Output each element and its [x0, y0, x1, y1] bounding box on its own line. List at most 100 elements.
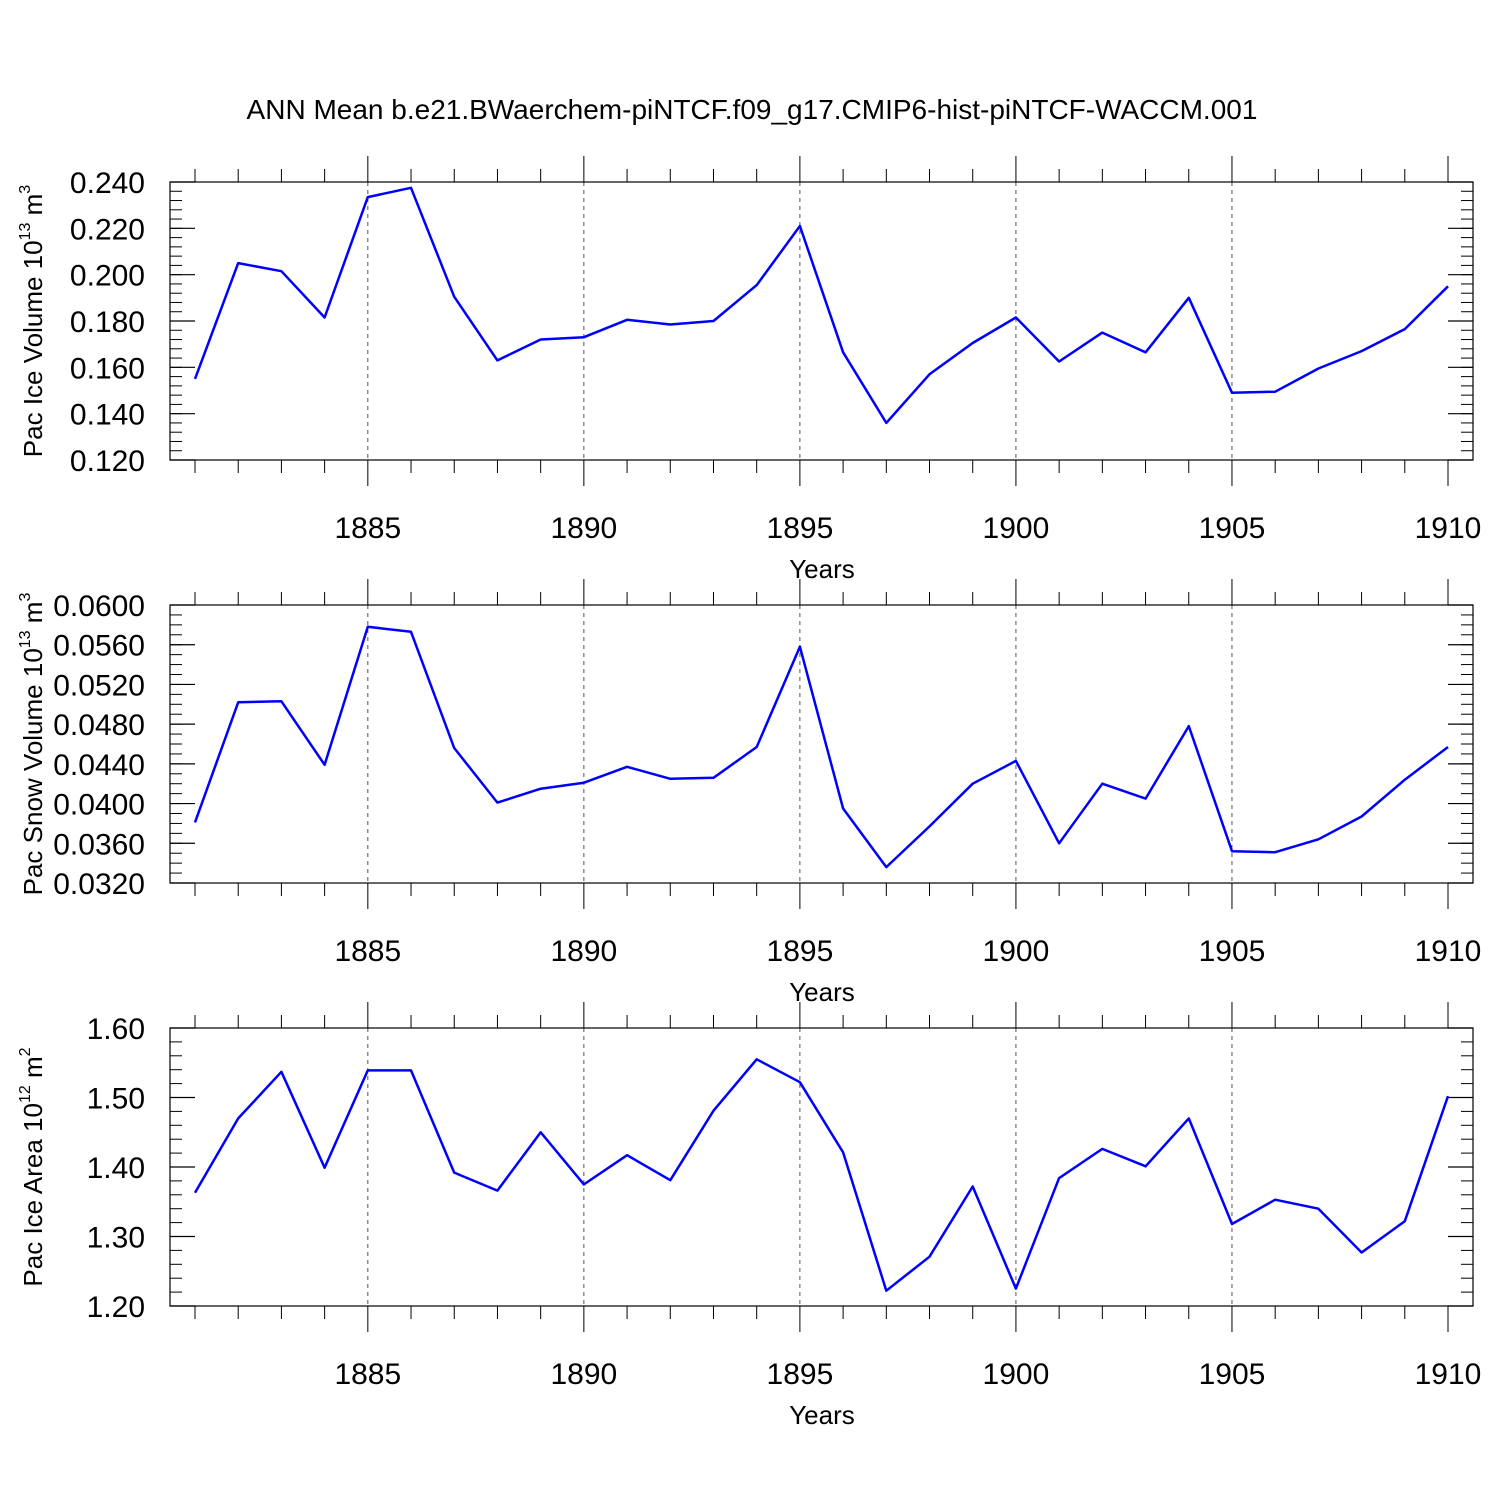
data-point — [1058, 1177, 1061, 1180]
data-point — [1447, 1095, 1450, 1098]
axes-frame — [169, 604, 1474, 884]
data-point — [669, 323, 672, 326]
panel-3: 1885 1890 1895 1900 1905 1910 1.20 1.30 1.40 1.50… — [17, 1002, 1481, 1430]
data-point — [626, 318, 629, 321]
y-tick-label: 0.0600 — [53, 590, 145, 623]
x-tick-label: 1885 — [334, 935, 401, 968]
y-tick-label: 1.20 — [87, 1291, 145, 1324]
y-tick-label: 1.30 — [87, 1222, 145, 1255]
data-point — [582, 336, 585, 339]
x-tick-label: 1900 — [983, 512, 1050, 545]
y-axis-label: Pac Ice Area 1012 m2 — [17, 1047, 48, 1286]
data-point — [885, 421, 888, 424]
data-point — [1317, 1207, 1320, 1210]
y-tick-label: 0.160 — [70, 352, 145, 385]
data-point — [1187, 725, 1190, 728]
x-axis-label: Years — [789, 977, 855, 1007]
data-point — [1101, 1147, 1104, 1150]
data-point — [669, 777, 672, 780]
y-tick-label: 0.140 — [70, 399, 145, 432]
panel-2: 1885 1890 1895 1900 1905 1910 0.0320 0.0360 0.04… — [17, 579, 1481, 1007]
data-point — [280, 1070, 283, 1073]
data-point — [1274, 1198, 1277, 1201]
x-tick-label: 1885 — [334, 512, 401, 545]
data-point — [1014, 1287, 1017, 1290]
data-point — [928, 825, 931, 828]
data-point — [971, 782, 974, 785]
y-tick-label: 0.200 — [70, 260, 145, 293]
data-point — [194, 377, 197, 380]
data-point — [755, 745, 758, 748]
data-point — [237, 262, 240, 265]
data-point — [453, 1171, 456, 1174]
data-point — [1274, 390, 1277, 393]
y-axis-label: Pac Ice Volume 1013 m3 — [17, 185, 48, 458]
data-point — [1274, 851, 1277, 854]
axes-frame — [169, 181, 1474, 461]
data-point — [410, 186, 413, 189]
axes-frame — [169, 1027, 1474, 1307]
data-point — [539, 1131, 542, 1134]
data-point — [323, 1166, 326, 1169]
data-point — [1317, 367, 1320, 370]
data-point — [366, 1069, 369, 1072]
y-tick-label: 0.0520 — [53, 669, 145, 702]
data-point — [1230, 850, 1233, 853]
data-point — [755, 1058, 758, 1061]
data-point — [410, 1069, 413, 1072]
data-point — [1144, 351, 1147, 354]
y-tick-label: 1.40 — [87, 1152, 145, 1185]
data-point — [410, 630, 413, 633]
x-tick-label: 1900 — [983, 935, 1050, 968]
data-point — [1447, 285, 1450, 288]
panel-1: 1885 1890 1895 1900 1905 1910 0.120 0.140 0.160 0… — [17, 156, 1481, 584]
y-tick-label: 1.50 — [87, 1083, 145, 1116]
data-point — [496, 1189, 499, 1192]
y-tick-label: 0.240 — [70, 167, 145, 200]
data-point — [1014, 759, 1017, 762]
data-point — [582, 1183, 585, 1186]
data-point — [194, 821, 197, 824]
data-point — [971, 1185, 974, 1188]
data-point — [798, 225, 801, 228]
figure-title: ANN Mean b.e21.BWaerchem-piNTCF.f09_g17.… — [247, 94, 1258, 125]
data-point — [626, 1154, 629, 1157]
data-point — [1144, 1165, 1147, 1168]
data-point — [1230, 1222, 1233, 1225]
data-point — [712, 320, 715, 323]
y-tick-label: 0.180 — [70, 306, 145, 339]
x-tick-label: 1905 — [1199, 1358, 1266, 1391]
data-point — [712, 776, 715, 779]
data-point — [496, 359, 499, 362]
y-tick-label: 1.60 — [87, 1013, 145, 1046]
data-point — [539, 787, 542, 790]
data-point — [755, 284, 758, 287]
x-tick-label: 1890 — [550, 1358, 617, 1391]
data-point — [366, 625, 369, 628]
data-point — [1403, 328, 1406, 331]
data-point — [237, 1117, 240, 1120]
panels: 1885 1890 1895 1900 1905 1910 0.120 0.140 0.160 0… — [17, 156, 1481, 1430]
data-point — [1360, 815, 1363, 818]
data-point — [1360, 1251, 1363, 1254]
y-tick-label: 0.220 — [70, 213, 145, 246]
data-point — [1187, 296, 1190, 299]
y-tick-label: 0.0320 — [53, 868, 145, 901]
data-point — [237, 701, 240, 704]
x-tick-label: 1905 — [1199, 935, 1266, 968]
x-axis-label: Years — [789, 1400, 855, 1430]
data-point — [842, 1151, 845, 1154]
data-point — [1187, 1117, 1190, 1120]
data-point — [496, 801, 499, 804]
data-point — [1360, 350, 1363, 353]
data-point — [971, 342, 974, 345]
x-tick-label: 1895 — [767, 935, 834, 968]
data-point — [798, 1081, 801, 1084]
data-point — [1101, 782, 1104, 785]
y-tick-label: 0.0400 — [53, 789, 145, 822]
data-point — [1101, 331, 1104, 334]
data-point — [366, 196, 369, 199]
y-tick-label: 0.0440 — [53, 749, 145, 782]
data-point — [323, 316, 326, 319]
